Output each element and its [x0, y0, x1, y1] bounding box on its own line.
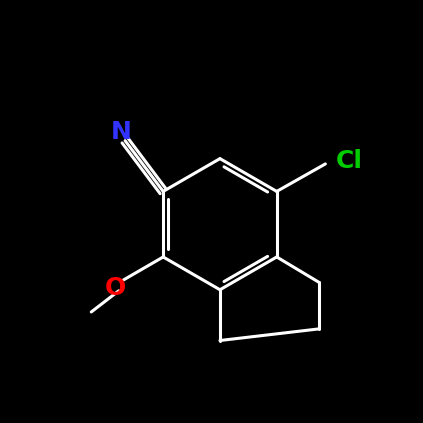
Text: N: N: [110, 120, 131, 144]
Text: O: O: [105, 276, 126, 300]
Text: Cl: Cl: [336, 148, 363, 173]
